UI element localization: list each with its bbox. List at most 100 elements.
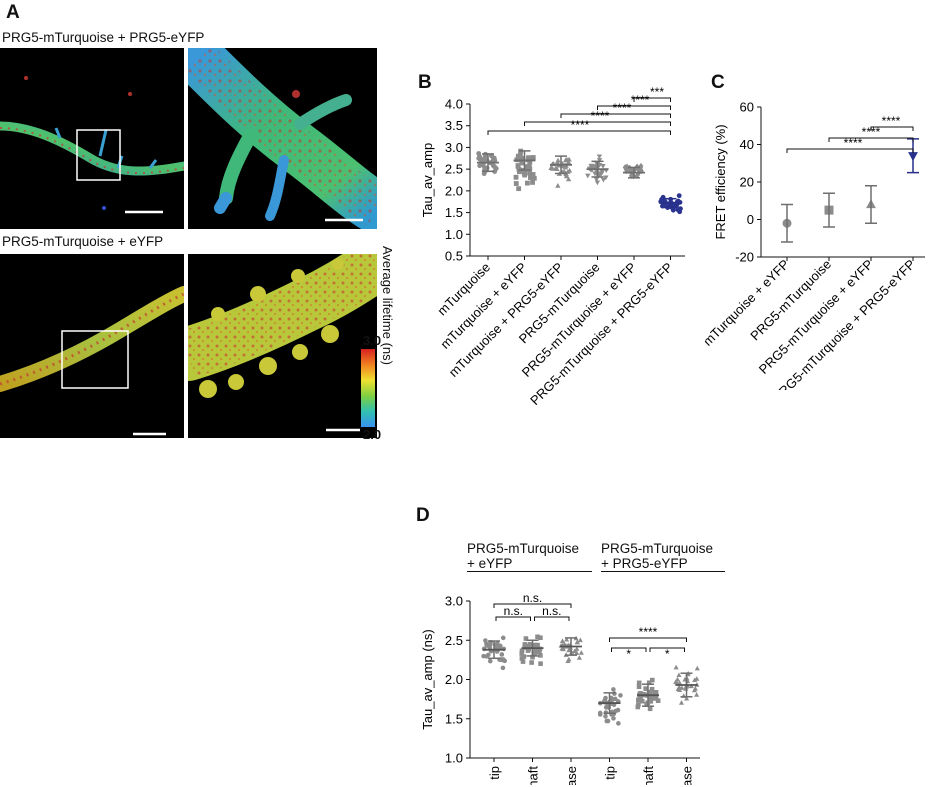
data-point: [618, 693, 623, 698]
data-point: [526, 646, 532, 652]
data-point: [537, 648, 542, 654]
data-point: [482, 153, 488, 159]
significance-bracket: [487, 130, 671, 135]
significance-label: ****: [882, 114, 901, 128]
data-point: [674, 204, 679, 209]
data-point: [523, 636, 529, 641]
data-point: [538, 653, 543, 658]
data-point: [639, 698, 645, 704]
data-point: [673, 679, 679, 684]
significance-label: ****: [631, 93, 650, 107]
data-point: [596, 154, 603, 160]
fluorescence-image-row2-overview: [0, 254, 184, 438]
y-tick-label: 1.5: [445, 711, 463, 726]
data-point: [538, 661, 543, 666]
data-point: [526, 163, 532, 169]
data-point: [606, 705, 612, 710]
panel-a-letter: A: [6, 2, 20, 23]
significance-label: ****: [571, 118, 590, 132]
y-tick-label: -20: [735, 250, 754, 265]
data-point: [533, 647, 538, 653]
y-tick-label: 1.5: [445, 205, 463, 220]
data-point: [481, 171, 487, 177]
data-point: [576, 655, 582, 660]
data-point: [566, 647, 572, 653]
significance-bracket: [597, 105, 671, 110]
y-tick-label: 0.5: [445, 249, 463, 264]
data-point: [600, 177, 607, 183]
data-point: [532, 650, 538, 656]
significance-label: *: [665, 647, 670, 661]
x-tick-label: base: [564, 766, 579, 785]
significance-bracket: [524, 121, 671, 126]
data-point: [530, 654, 535, 660]
data-point: [530, 180, 535, 185]
data-point: [636, 702, 641, 707]
data-point: [523, 164, 529, 170]
significance-label: ****: [591, 109, 610, 123]
data-point: [677, 680, 683, 685]
x-tick-label: shaft: [526, 766, 541, 785]
data-point: [597, 710, 603, 716]
data-point: [612, 696, 618, 702]
data-point: [477, 154, 483, 159]
y-tick-label: 2.0: [445, 672, 463, 687]
y-tick-label: 2.5: [445, 162, 463, 177]
data-point: [600, 164, 606, 169]
significance-bracket: [828, 137, 914, 142]
panel-d-group2-underline: [601, 571, 725, 572]
data-point: [521, 170, 527, 176]
y-tick-label: 2.5: [445, 633, 463, 648]
data-point: [638, 696, 643, 701]
data-point: [535, 642, 540, 648]
y-tick-label: 1.0: [445, 751, 463, 766]
y-tick-label: 3.0: [445, 140, 463, 155]
panel-d-group1-title-line2: + eYFP: [467, 556, 513, 571]
x-tick-label: shaft: [641, 766, 656, 785]
data-point: [593, 177, 600, 183]
significance-label: n.s.: [542, 604, 561, 618]
data-point: [527, 170, 532, 176]
data-point: [684, 695, 690, 701]
panel-a-row2-title: PRG5-mTurquoise + eYFP: [2, 234, 164, 249]
data-point: [611, 716, 616, 721]
colorbar-axis-label: Average lifetime (ns): [380, 246, 395, 365]
data-point: [555, 182, 561, 188]
significance-bracket: [495, 616, 531, 621]
data-point: [650, 677, 655, 683]
data-point: [535, 634, 540, 640]
y-tick-label: 3.5: [445, 118, 463, 133]
significance-bracket: [534, 616, 570, 621]
significance-label: ***: [650, 85, 664, 99]
x-tick-label: PRG5-mTurquoise + PRG5-eYFP: [770, 257, 918, 390]
data-point: [692, 677, 698, 682]
panel-c-letter: C: [711, 72, 725, 93]
data-point: [692, 686, 698, 691]
data-point: [650, 694, 655, 700]
data-point: [615, 707, 621, 713]
data-point: [574, 639, 580, 644]
data-point: [531, 175, 537, 181]
colorbar-max-label: 3.0: [363, 333, 382, 348]
panel-d-group2-title-line1: PRG5-mTurquoise: [601, 541, 714, 556]
data-point: [574, 650, 580, 655]
significance-bracket: [870, 126, 914, 131]
fluorescence-image-row1-overview: [0, 48, 184, 229]
data-point: [594, 180, 601, 186]
panel-d-group1-underline: [467, 571, 592, 572]
data-point: [513, 181, 519, 186]
data-point: [660, 194, 666, 200]
panel-d-letter: D: [416, 505, 430, 526]
significance-label: *: [626, 647, 631, 661]
data-point: [636, 680, 642, 686]
y-tick-label: 1.0: [445, 227, 463, 242]
data-point: [678, 700, 685, 705]
significance-bracket: [609, 637, 687, 642]
y-tick-label: 60: [740, 100, 754, 115]
data-point: [565, 176, 572, 182]
data-point: [516, 186, 522, 192]
data-point: [636, 684, 642, 689]
data-point: [635, 704, 641, 710]
significance-label: ****: [639, 625, 658, 639]
